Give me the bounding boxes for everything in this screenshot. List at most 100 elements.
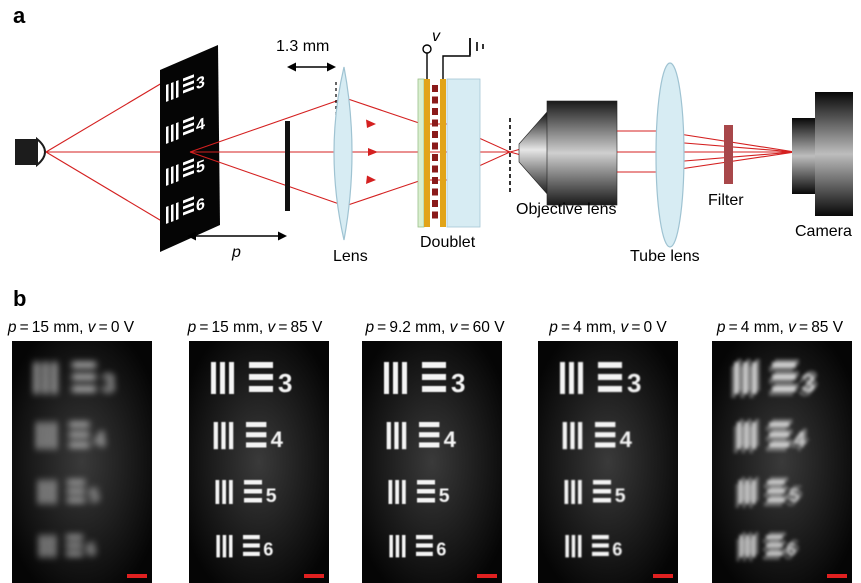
image-pattern: 3 4 5 6 [211,362,292,559]
dimension-p [187,231,287,241]
svg-text:5: 5 [792,482,803,504]
aperture-stop [285,121,290,211]
lc-stripe [432,188,438,196]
svg-text:6: 6 [786,539,796,559]
target-group-6: 6 [166,194,205,224]
svg-text:3: 3 [801,368,815,398]
svg-text:3: 3 [278,368,292,398]
image-pattern: 3 4 5 6 [384,362,465,559]
image-caption: p = 4 mm, v = 85 V [716,319,844,336]
filter [724,125,733,184]
objective-lens [518,100,618,206]
lc-stripe [432,142,438,150]
lc-stripe [432,177,438,184]
image-pattern: 3 4 5 6 [34,362,115,559]
scale-bar [304,574,324,578]
svg-text:4: 4 [797,424,810,449]
scale-bar [827,574,847,578]
caption-v-value: 0 V [111,319,135,336]
result-image-3: p = 9.2 mm, v = 60 V 3 4 5 6 [362,319,505,583]
svg-text:4: 4 [444,427,457,452]
scale-bar [653,574,673,578]
camera [792,92,853,216]
panel-b-label: b [13,286,26,311]
camera-label: Camera [795,223,852,240]
lc-stripe [432,200,438,207]
tube-lens-label: Tube lens [630,248,700,265]
svg-text:3: 3 [451,368,465,398]
svg-text:4: 4 [794,427,807,452]
voltage-symbol: v [432,28,441,45]
doublet-label: Doublet [420,234,476,251]
result-image-4: p = 4 mm, v = 0 V 3 4 5 6 [538,319,678,583]
lc-stripe [432,165,438,173]
image-caption: p = 4 mm, v = 0 V [548,319,667,336]
image-caption: p = 15 mm, v = 85 V [187,319,323,336]
light-source [15,136,46,168]
target-group-4: 4 [166,113,206,144]
ray-arrowheads [366,119,378,184]
lc-stripe [432,96,438,104]
caption-v-value: 60 V [473,319,506,336]
rays-after-objective [617,130,796,173]
svg-text:6: 6 [783,543,793,563]
svg-text:6: 6 [436,539,446,559]
svg-text:6: 6 [612,539,622,559]
image-caption: p = 9.2 mm, v = 60 V [364,319,505,336]
target-digit: 3 [196,72,205,94]
svg-text:4: 4 [94,427,107,452]
source-rays [45,79,174,227]
caption-p-value: 15 mm [32,319,79,336]
svg-text:4: 4 [620,427,633,452]
caption-p-value: 9.2 mm [389,319,441,336]
svg-text:4: 4 [271,427,284,452]
caption-p-value: 4 mm [573,319,612,336]
svg-text:6: 6 [789,536,799,556]
caption-v-value: 0 V [644,319,668,336]
doublet [417,38,484,228]
caption-p-value: 15 mm [211,319,258,336]
lens [333,66,353,241]
distance-symbol: p [231,244,241,261]
scale-bar [477,574,497,578]
result-image-2: p = 15 mm, v = 85 V 3 4 5 6 [187,319,329,583]
svg-text:6: 6 [86,539,96,559]
svg-text:5: 5 [439,485,450,507]
caption-p-value: 4 mm [741,319,780,336]
lc-stripe [432,131,438,138]
svg-text:3: 3 [798,372,812,402]
svg-text:6: 6 [263,539,273,559]
filter-label: Filter [708,192,744,209]
svg-text:3: 3 [627,368,641,398]
objective-label: Objective lens [516,201,617,218]
svg-text:3: 3 [101,368,115,398]
svg-text:3: 3 [804,365,818,395]
scale-bar [127,574,147,578]
lens-label: Lens [333,248,368,265]
svg-text:5: 5 [786,489,797,511]
svg-text:5: 5 [615,485,626,507]
target-digit: 4 [196,113,206,135]
caption-v-value: 85 V [291,319,324,336]
target-digit: 5 [196,156,205,178]
lc-stripe [432,154,438,161]
svg-text:5: 5 [89,485,100,507]
target-digit: 6 [196,194,205,216]
result-image-1: p = 15 mm, v = 0 V 3 4 5 6 [7,319,152,583]
lc-stripe [432,108,438,115]
resolution-target: 3 4 5 6 [160,45,220,252]
svg-text:5: 5 [789,485,800,507]
image-caption: p = 15 mm, v = 0 V [7,319,135,336]
dim-label: 1.3 mm [276,38,329,55]
target-group-5: 5 [166,156,205,186]
caption-v-value: 85 V [811,319,844,336]
lc-stripe [432,85,438,92]
lc-stripe [432,119,438,127]
svg-text:5: 5 [266,485,277,507]
image-pattern: 3 4 5 6 [560,362,641,559]
target-group-3: 3 [166,72,205,102]
lc-stripe [432,211,438,219]
